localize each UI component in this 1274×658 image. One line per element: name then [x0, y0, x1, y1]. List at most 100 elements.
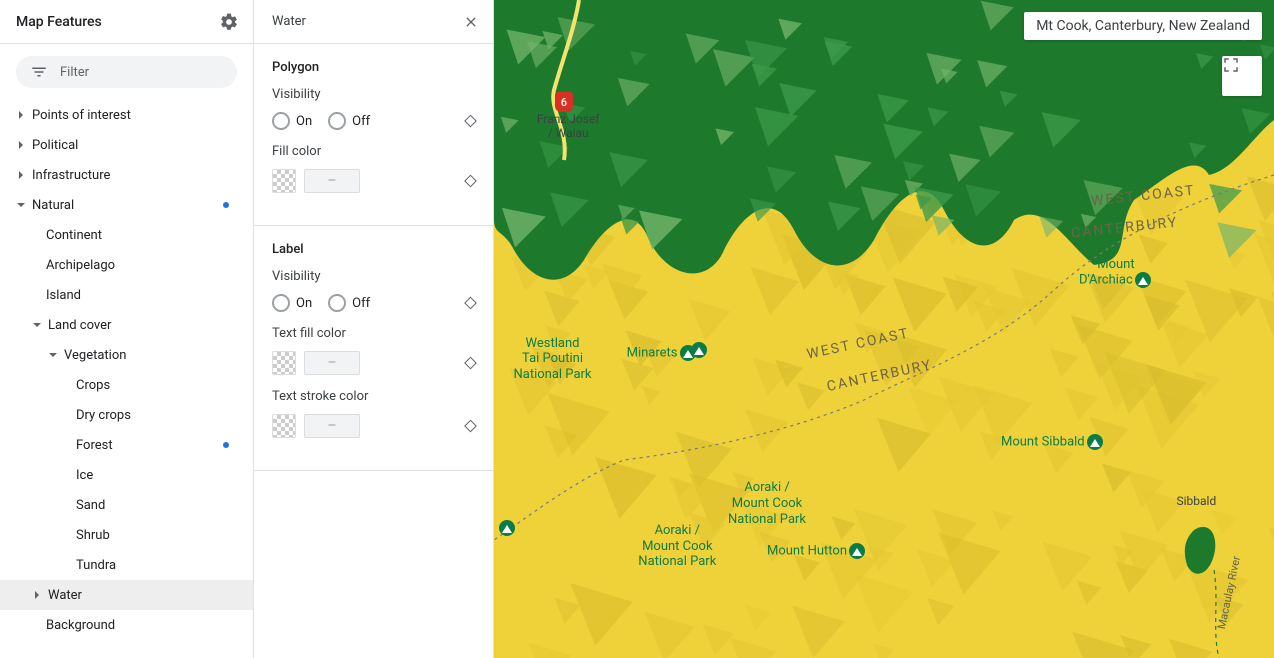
radio-off[interactable]: [328, 112, 346, 130]
properties-panel: Water Polygon Visibility On Off Fill color – L…: [254, 0, 494, 658]
fullscreen-icon: [1222, 56, 1240, 74]
tree-item-archipelago[interactable]: Archipelago: [0, 250, 253, 280]
sidebar-header: Map Features: [0, 0, 253, 44]
properties-title: Water: [272, 14, 306, 29]
tree-item-background[interactable]: Background: [0, 610, 253, 640]
chevron-down-icon: [32, 320, 42, 330]
radio-label: Off: [352, 296, 370, 311]
tree-item-water[interactable]: Water: [0, 580, 253, 610]
tree-item-label: Points of interest: [32, 108, 253, 123]
map-label-text: Mount Hutton: [767, 543, 847, 558]
map-label-park: Mount Hutton: [767, 543, 867, 559]
tree-item-infrastructure[interactable]: Infrastructure: [0, 160, 253, 190]
property-label: Text fill color: [272, 326, 475, 341]
mountain-icon: [1087, 434, 1103, 450]
color-hex-input[interactable]: –: [304, 351, 360, 375]
diamond-icon[interactable]: [464, 357, 477, 370]
section-title: Label: [272, 242, 475, 257]
tree-item-tundra[interactable]: Tundra: [0, 550, 253, 580]
diamond-icon[interactable]: [464, 115, 477, 128]
tree-item-forest[interactable]: Forest: [0, 430, 253, 460]
filter-icon: [30, 63, 48, 81]
map-terrain-svg: [494, 0, 1274, 658]
section-label: LabelVisibilityOnOffText fill color–Text…: [254, 226, 493, 471]
map-label-text: Mount Sibbald: [1001, 435, 1085, 450]
tree-item-shrub[interactable]: Shrub: [0, 520, 253, 550]
mountain-icon: [499, 520, 515, 536]
tree-item-land-cover[interactable]: Land cover: [0, 310, 253, 340]
chevron-right-icon: [32, 590, 42, 600]
tree-item-label: Tundra: [0, 558, 253, 573]
radio-label: On: [296, 296, 312, 311]
tree-item-label: Vegetation: [64, 348, 253, 363]
tree-item-label: Land cover: [48, 318, 253, 333]
location-pill[interactable]: Mt Cook, Canterbury, New Zealand: [1024, 12, 1262, 40]
tree-item-vegetation[interactable]: Vegetation: [0, 340, 253, 370]
tree-item-label: Crops: [0, 378, 253, 393]
road-shield: 6: [555, 92, 573, 112]
map-canvas[interactable]: 6 Mt Cook, Canterbury, New Zealand WEST …: [494, 0, 1274, 658]
feature-tree: Points of interest Political Infrastructur…: [0, 100, 253, 658]
map-label-text: Minarets: [627, 346, 678, 361]
radio-label: Off: [352, 114, 370, 129]
tree-item-label: Natural: [32, 198, 253, 213]
map-label-town: Sibbald: [1177, 494, 1217, 508]
tree-item-sand[interactable]: Sand: [0, 490, 253, 520]
property-label: Visibility: [272, 87, 475, 102]
chevron-down-icon: [48, 350, 58, 360]
tree-item-continent[interactable]: Continent: [0, 220, 253, 250]
filter-placeholder: Filter: [60, 65, 89, 80]
radio-on[interactable]: [272, 294, 290, 312]
diamond-icon[interactable]: [464, 175, 477, 188]
map-label-text: Sibbald: [1177, 494, 1217, 508]
tree-item-crops[interactable]: Crops: [0, 370, 253, 400]
map-label-text: Aoraki / Mount Cook National Park: [728, 480, 806, 526]
map-label-text: Mount D'Archiac: [1079, 257, 1135, 288]
chevron-right-icon: [16, 140, 26, 150]
color-swatch[interactable]: [272, 414, 296, 438]
mountain-icon: [1135, 272, 1151, 288]
color-swatch[interactable]: [272, 351, 296, 375]
gear-icon[interactable]: [219, 12, 239, 32]
section-title: Polygon: [272, 60, 475, 75]
property-label: Fill color: [272, 144, 475, 159]
diamond-icon[interactable]: [464, 420, 477, 433]
properties-header: Water: [254, 0, 493, 44]
map-label-park: Mount Sibbald: [1001, 434, 1105, 450]
tree-item-label: Dry crops: [0, 408, 253, 423]
color-hex-input[interactable]: –: [304, 414, 360, 438]
map-label-text: Aoraki / Mount Cook National Park: [638, 523, 716, 569]
tree-item-label: Shrub: [0, 528, 253, 543]
map-label-park: Aoraki / Mount Cook National Park: [728, 480, 806, 527]
tree-item-points-of-interest[interactable]: Points of interest: [0, 100, 253, 130]
modified-dot: [223, 442, 229, 448]
tree-item-label: Continent: [0, 228, 253, 243]
chevron-down-icon: [16, 200, 26, 210]
map-label-text: Franz Josef / Waiau: [537, 112, 600, 140]
tree-item-natural[interactable]: Natural: [0, 190, 253, 220]
map-label-text: Westland Tai Poutini National Park: [514, 336, 592, 382]
tree-item-label: Ice: [0, 468, 253, 483]
color-swatch[interactable]: [272, 169, 296, 193]
radio-label: On: [296, 114, 312, 129]
filter-input[interactable]: Filter: [16, 56, 237, 88]
chevron-right-icon: [16, 110, 26, 120]
map-label-town: Franz Josef / Waiau: [537, 112, 600, 141]
fullscreen-button[interactable]: [1222, 56, 1262, 96]
map-label-park: Mount D'Archiac: [1079, 257, 1153, 289]
radio-off[interactable]: [328, 294, 346, 312]
tree-item-political[interactable]: Political: [0, 130, 253, 160]
color-hex-input[interactable]: –: [304, 169, 360, 193]
tree-item-label: Island: [0, 288, 253, 303]
diamond-icon[interactable]: [464, 297, 477, 310]
property-label: Visibility: [272, 269, 475, 284]
tree-item-label: Background: [0, 618, 253, 633]
radio-on[interactable]: [272, 112, 290, 130]
tree-item-dry-crops[interactable]: Dry crops: [0, 400, 253, 430]
close-icon[interactable]: [463, 14, 479, 30]
tree-item-ice[interactable]: Ice: [0, 460, 253, 490]
tree-item-label: Political: [32, 138, 253, 153]
map-label-park: Westland Tai Poutini National Park: [514, 336, 592, 383]
section-polygon: Polygon Visibility On Off Fill color –: [254, 44, 493, 226]
tree-item-island[interactable]: Island: [0, 280, 253, 310]
